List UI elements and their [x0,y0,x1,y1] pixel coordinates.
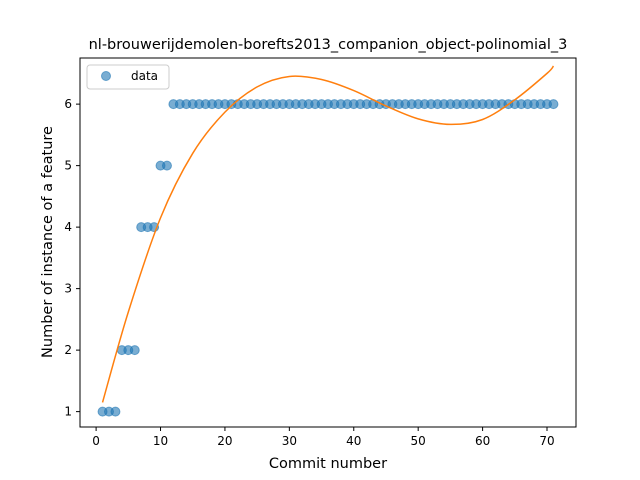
plot-area [97,65,559,417]
y-tick-label: 6 [64,97,72,111]
x-tick-label: 30 [282,434,297,448]
x-tick-label: 50 [411,434,426,448]
data-point [110,406,121,417]
y-axis-label: Number of instance of a feature [40,126,56,358]
axes: 0 10 20 30 40 50 60 70 1 2 3 4 5 6 [64,97,554,448]
x-tick-label: 20 [217,434,232,448]
y-tick-label: 3 [64,282,72,296]
data-point [129,345,140,356]
y-tick-label: 5 [64,159,72,173]
data-point [548,99,559,110]
legend-marker-data [101,71,111,81]
plot-frame [79,57,577,428]
y-tick-label: 1 [64,405,72,419]
x-tick-label: 0 [92,434,100,448]
fit-line [101,65,555,403]
x-tick-label: 60 [475,434,490,448]
y-tick-label: 4 [64,220,72,234]
data-point [161,160,172,171]
legend: data [86,64,170,90]
legend-label-data: data [131,69,158,83]
y-tick-label: 2 [64,343,72,357]
legend-box [86,64,170,90]
x-tick-label: 40 [346,434,361,448]
x-tick-label: 10 [153,434,168,448]
chart-title: nl-brouwerijdemolen-borefts2013_companio… [89,37,568,53]
x-axis-label: Commit number [269,456,387,472]
x-tick-label: 70 [539,434,554,448]
